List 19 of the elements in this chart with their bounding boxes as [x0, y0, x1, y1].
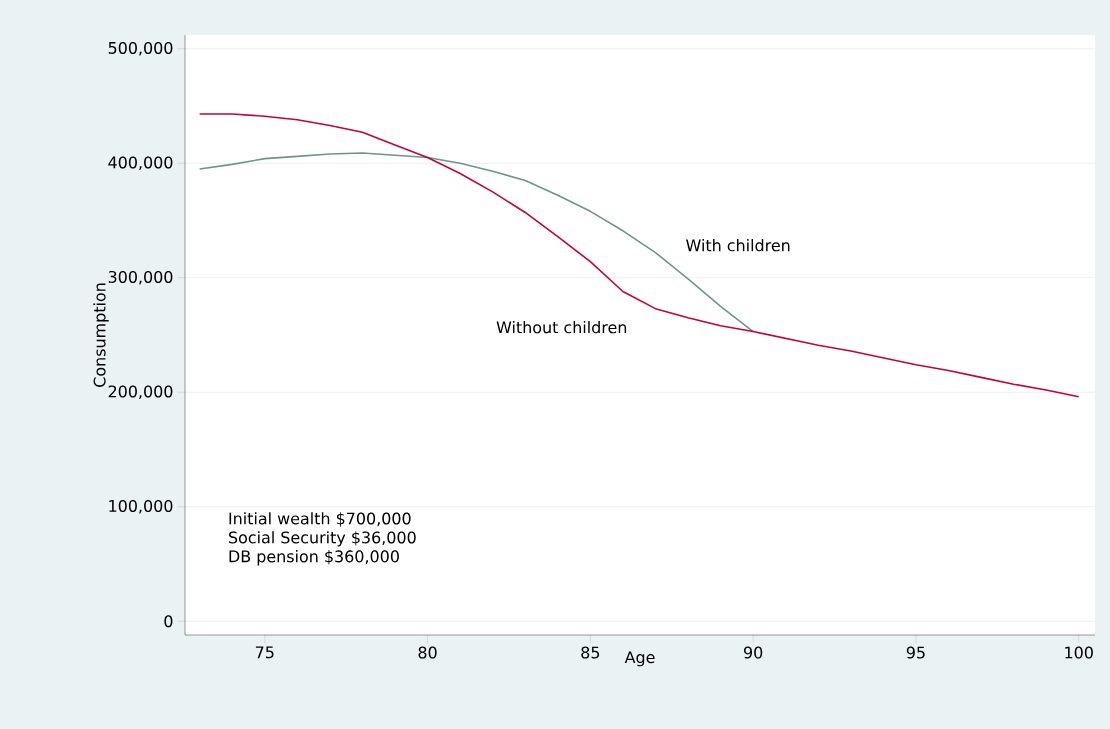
x-tick-label: 90 [744, 646, 763, 659]
y-tick-label: 0 [164, 615, 173, 628]
x-axis-title: Age [624, 651, 655, 667]
y-axis-title: Consumption [93, 283, 109, 387]
y-tick-label: 500,000 [108, 41, 173, 56]
x-tick-label: 95 [906, 646, 925, 659]
series-label: With children [686, 239, 790, 252]
x-tick-label: 80 [418, 646, 437, 659]
x-tick-label: 100 [1065, 646, 1093, 659]
series-label: Without children [496, 321, 627, 334]
y-tick-label: 300,000 [108, 270, 173, 285]
y-tick-label: 400,000 [108, 156, 173, 171]
x-tick-label: 85 [581, 646, 600, 659]
annotation: Initial wealth $700,000 [229, 512, 411, 527]
annotation: Social Security $36,000 [229, 531, 416, 547]
x-tick-label: 75 [255, 646, 274, 659]
y-tick-label: 200,000 [108, 385, 173, 400]
y-tick-label: 100,000 [109, 499, 173, 514]
annotation: DB pension $360,000 [229, 550, 399, 566]
